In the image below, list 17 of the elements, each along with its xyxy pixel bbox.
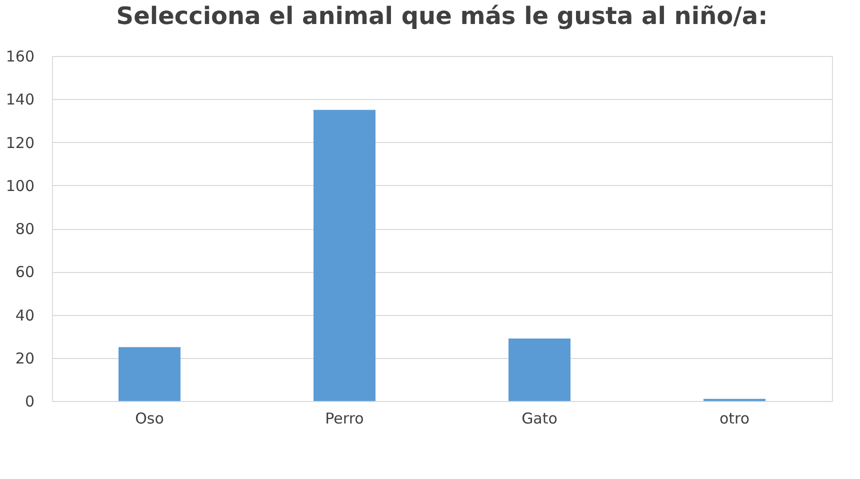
- chart-title: Selecciona el animal que más le gusta al niño/a:: [116, 2, 768, 30]
- bar: [508, 338, 570, 401]
- y-tick-label: 160: [6, 48, 34, 66]
- y-tick-label: 40: [15, 306, 34, 324]
- x-tick-label: otro: [719, 410, 750, 428]
- y-tick-label: 100: [6, 176, 34, 195]
- bar: [314, 110, 376, 401]
- y-tick-label: 80: [15, 220, 34, 238]
- y-tick-label: 20: [15, 349, 34, 368]
- y-tick-label: 60: [15, 263, 34, 282]
- y-tick-label: 140: [6, 90, 34, 109]
- x-tick-label: Oso: [135, 410, 164, 428]
- x-tick-label: Gato: [522, 410, 558, 428]
- x-tick-label: Perro: [325, 410, 364, 428]
- y-tick-label: 120: [6, 134, 34, 152]
- y-tick-label: 0: [24, 392, 34, 410]
- bar: [118, 347, 180, 401]
